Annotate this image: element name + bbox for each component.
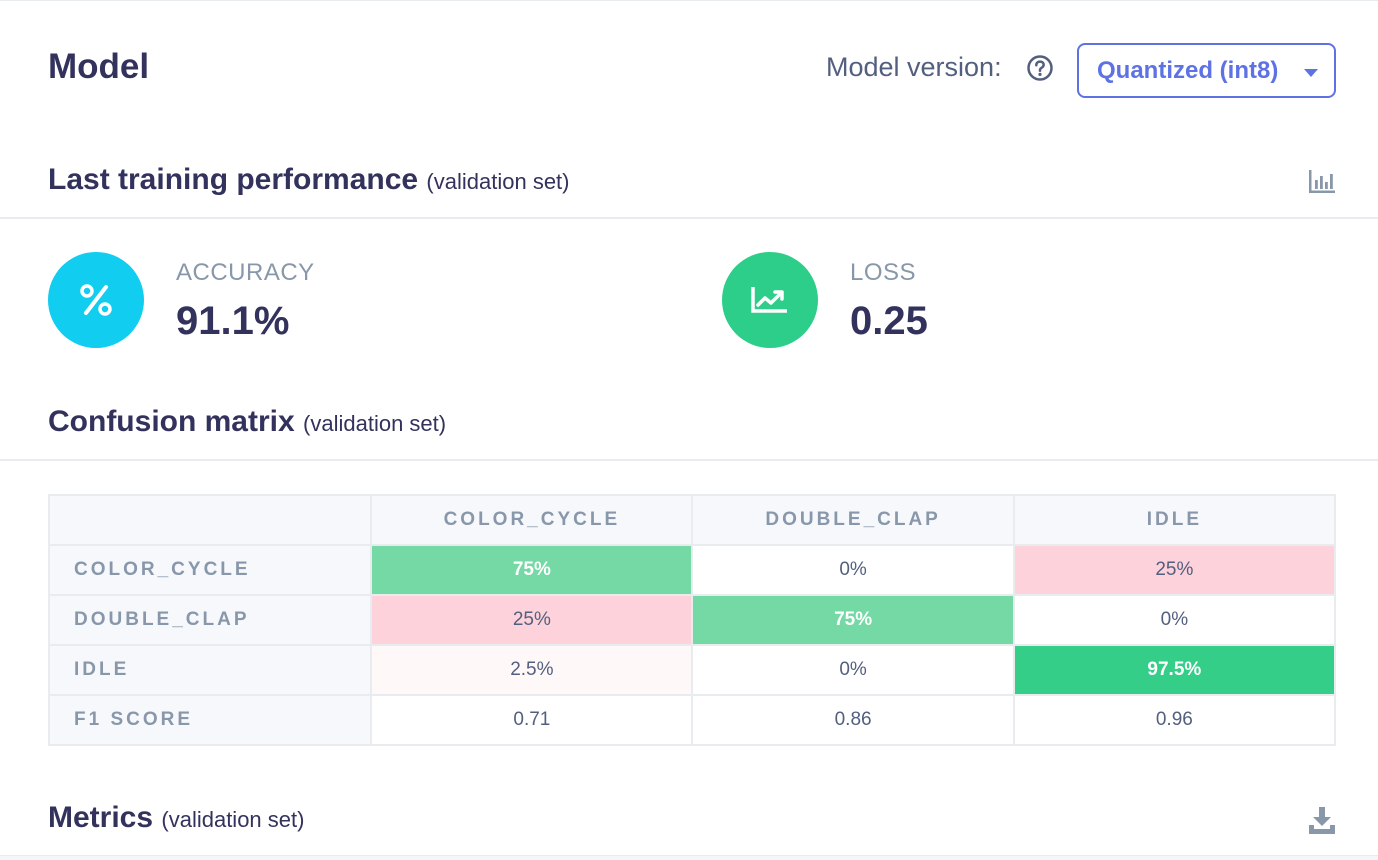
matrix-cell: 75% (691, 594, 1015, 646)
matrix-cell: 97.5% (1012, 644, 1337, 696)
model-version-label: Model version: (826, 52, 1002, 82)
confusion-matrix-subtitle: (validation set) (303, 411, 447, 436)
matrix-cell: 0% (691, 544, 1015, 596)
loss-value: 0.25 (850, 299, 928, 343)
help-icon[interactable] (1026, 54, 1054, 82)
table-row: F1 SCORE 0.71 0.86 0.96 (47, 694, 1337, 746)
loss-label: LOSS (850, 259, 917, 286)
matrix-cell: 75% (370, 544, 694, 596)
confusion-matrix-section-header: Confusion matrix (validation set) (0, 393, 1378, 461)
confusion-matrix-table: COLOR_CYCLE DOUBLE_CLAP IDLE COLOR_CYCLE… (47, 494, 1337, 746)
f1-score-cell: 0.96 (1012, 694, 1337, 746)
loss-icon-circle (722, 252, 818, 348)
matrix-cell: 25% (370, 594, 694, 646)
column-header: COLOR_CYCLE (370, 494, 694, 546)
metrics-subtitle: (validation set) (161, 807, 305, 832)
table-row: COLOR_CYCLE 75% 0% 25% (47, 544, 1337, 596)
model-version-selected: Quantized (int8) (1097, 56, 1279, 84)
card-header: Model Model version: Quantized (int8) (0, 1, 1378, 121)
chevron-down-icon (1304, 69, 1318, 77)
table-header-row: COLOR_CYCLE DOUBLE_CLAP IDLE (47, 494, 1337, 546)
model-version-dropdown[interactable]: Quantized (int8) (1077, 43, 1336, 98)
accuracy-icon-circle (48, 252, 144, 348)
percent-icon (80, 284, 112, 316)
row-header: IDLE (47, 644, 373, 696)
matrix-cell: 0% (1012, 594, 1337, 646)
performance-title-text: Last training performance (48, 163, 419, 196)
performance-title: Last training performance (validation se… (48, 163, 570, 197)
f1-score-cell: 0.71 (370, 694, 694, 746)
download-icon[interactable] (1308, 805, 1336, 835)
matrix-cell: 2.5% (370, 644, 694, 696)
table-row: DOUBLE_CLAP 25% 75% 0% (47, 594, 1337, 646)
table-row: IDLE 2.5% 0% 97.5% (47, 644, 1337, 696)
row-header: COLOR_CYCLE (47, 544, 373, 596)
column-header: IDLE (1012, 494, 1337, 546)
row-header: DOUBLE_CLAP (47, 594, 373, 646)
matrix-cell: 0% (691, 644, 1015, 696)
performance-section-header: Last training performance (validation se… (0, 151, 1378, 219)
confusion-matrix-title: Confusion matrix (validation set) (48, 405, 446, 439)
metrics-title-text: Metrics (48, 801, 154, 834)
table-corner-cell (47, 494, 373, 546)
metrics-section-header: Metrics (validation set) (0, 789, 1378, 857)
page-title: Model (48, 47, 150, 86)
column-header: DOUBLE_CLAP (691, 494, 1015, 546)
accuracy-label: ACCURACY (176, 259, 315, 286)
bar-chart-icon[interactable] (1308, 169, 1336, 195)
metrics-title: Metrics (validation set) (48, 801, 304, 835)
matrix-cell: 25% (1012, 544, 1337, 596)
confusion-matrix-title-text: Confusion matrix (48, 405, 295, 438)
f1-score-cell: 0.86 (691, 694, 1015, 746)
accuracy-value: 91.1% (176, 299, 290, 343)
trend-chart-icon (751, 287, 787, 313)
row-header: F1 SCORE (47, 694, 373, 746)
performance-subtitle: (validation set) (426, 169, 570, 194)
